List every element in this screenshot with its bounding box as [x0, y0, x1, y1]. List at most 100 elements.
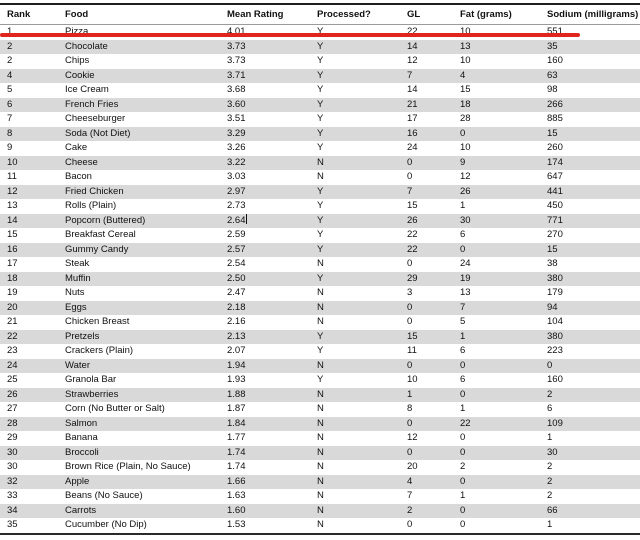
cell-rank: 28	[7, 417, 18, 429]
cell-sodium: 0	[547, 359, 553, 371]
cell-gl: 2	[407, 504, 413, 516]
cell-food: Pretzels	[65, 330, 100, 342]
table-row: 10 Cheese 3.22 N 0 9 174	[0, 155, 640, 170]
cell-processed: N	[317, 287, 324, 298]
cell-fat: 15	[460, 84, 471, 95]
cell-rank: 19	[7, 287, 18, 298]
cell-rank: 25	[7, 374, 18, 385]
cell-mean_rating: 3.29	[227, 127, 246, 139]
cell-rank: 4	[7, 69, 13, 81]
cell-food: Water	[65, 359, 90, 371]
cell-rank: 20	[7, 301, 18, 313]
cell-mean_rating: 4.01	[227, 26, 246, 37]
cell-mean_rating: 1.53	[227, 519, 246, 530]
cell-sodium: 2	[547, 461, 553, 472]
cell-gl: 11	[407, 345, 417, 356]
red-underline-annotation	[0, 33, 580, 37]
cell-sodium: 450	[547, 200, 563, 211]
cell-mean_rating: 1.88	[227, 388, 246, 400]
cell-rank: 2	[7, 55, 13, 66]
cell-food: Chocolate	[65, 40, 108, 52]
table-row: 14 Popcorn (Buttered) 2.64 Y 26 30 771	[0, 213, 640, 228]
cell-processed: Y	[317, 142, 324, 153]
cell-food: Broccoli	[65, 446, 99, 458]
cell-fat: 24	[460, 258, 471, 269]
cell-fat: 7	[460, 301, 466, 313]
cell-rank: 9	[7, 142, 13, 153]
table-row: 16 Gummy Candy 2.57 Y 22 0 15	[0, 242, 640, 257]
cell-processed: Y	[317, 330, 324, 342]
cell-mean_rating: 3.22	[227, 156, 246, 168]
food-ranking-table: Rank Food Mean Rating Processed? GL Fat (gram…	[0, 3, 640, 535]
cell-sodium: 2	[547, 490, 553, 501]
cell-processed: N	[317, 156, 324, 168]
cell-food: Cheeseburger	[65, 113, 126, 124]
cell-food: Banana	[65, 432, 98, 443]
cell-food: Cake	[65, 142, 88, 153]
cell-food: Nuts	[65, 287, 85, 298]
cell-sodium: 2	[547, 475, 553, 487]
cell-gl: 7	[407, 69, 413, 81]
cell-sodium: 1	[547, 432, 553, 443]
cell-sodium: 174	[547, 156, 563, 168]
cell-rank: 24	[7, 359, 18, 371]
cell-mean_rating: 1.93	[227, 374, 246, 385]
cell-mean_rating: 1.74	[227, 446, 246, 458]
cell-mean_rating: 2.64	[227, 213, 247, 226]
cell-fat: 0	[460, 432, 466, 443]
cell-fat: 10	[460, 26, 471, 37]
cell-sodium: 66	[547, 504, 558, 516]
cell-gl: 10	[407, 374, 418, 385]
table-row: 32 Apple 1.66 N 4 0 2	[0, 474, 640, 489]
cell-processed: N	[317, 461, 324, 472]
cell-fat: 10	[460, 55, 471, 66]
table-row: 29 Banana 1.77 N 12 0 1	[0, 431, 640, 446]
cell-gl: 0	[407, 258, 413, 269]
cell-food: Popcorn (Buttered)	[65, 214, 146, 226]
cell-processed: Y	[317, 272, 324, 284]
cell-processed: Y	[317, 55, 324, 66]
cell-mean_rating: 1.87	[227, 403, 246, 414]
cell-fat: 0	[460, 388, 466, 400]
cell-sodium: 380	[547, 272, 563, 284]
cell-food: Pizza	[65, 26, 89, 37]
cell-mean_rating: 1.94	[227, 359, 246, 371]
column-header-mean_rating: Mean Rating	[227, 9, 284, 20]
cell-mean_rating: 1.66	[227, 475, 246, 487]
table-row: 28 Salmon 1.84 N 0 22 109	[0, 416, 640, 431]
cell-processed: N	[317, 504, 324, 516]
cell-fat: 19	[460, 272, 471, 284]
cell-mean_rating: 1.77	[227, 432, 246, 443]
cell-food: Gummy Candy	[65, 243, 129, 255]
cell-mean_rating: 2.59	[227, 229, 246, 240]
cell-processed: N	[317, 475, 324, 487]
table-row: 23 Crackers (Plain) 2.07 Y 11 6 223	[0, 344, 640, 359]
cell-fat: 26	[460, 185, 471, 197]
table-row: 17 Steak 2.54 N 0 24 38	[0, 257, 640, 272]
cell-food: Ice Cream	[65, 84, 109, 95]
cell-fat: 4	[460, 69, 466, 81]
table-row: 21 Chicken Breast 2.16 N 0 5 104	[0, 315, 640, 330]
cell-fat: 10	[460, 142, 471, 153]
cell-fat: 0	[460, 446, 466, 458]
cell-processed: N	[317, 519, 324, 530]
cell-processed: Y	[317, 40, 324, 52]
cell-gl: 0	[407, 316, 413, 327]
cell-gl: 22	[407, 229, 418, 240]
cell-rank: 22	[7, 330, 18, 342]
cell-fat: 6	[460, 345, 466, 356]
cell-processed: Y	[317, 113, 324, 124]
cell-mean_rating: 2.16	[227, 316, 246, 327]
cell-sodium: 63	[547, 69, 558, 81]
cell-gl: 1	[407, 388, 413, 400]
cell-processed: Y	[317, 185, 324, 197]
cell-mean_rating: 2.54	[227, 258, 246, 269]
cell-fat: 13	[460, 287, 471, 298]
cell-rank: 34	[7, 504, 18, 516]
cell-sodium: 104	[547, 316, 563, 327]
cell-food: Steak	[65, 258, 90, 269]
cell-sodium: 2	[547, 388, 553, 400]
cell-processed: Y	[317, 127, 324, 139]
cell-gl: 3	[407, 287, 413, 298]
table-row: 18 Muffin 2.50 Y 29 19 380	[0, 271, 640, 286]
